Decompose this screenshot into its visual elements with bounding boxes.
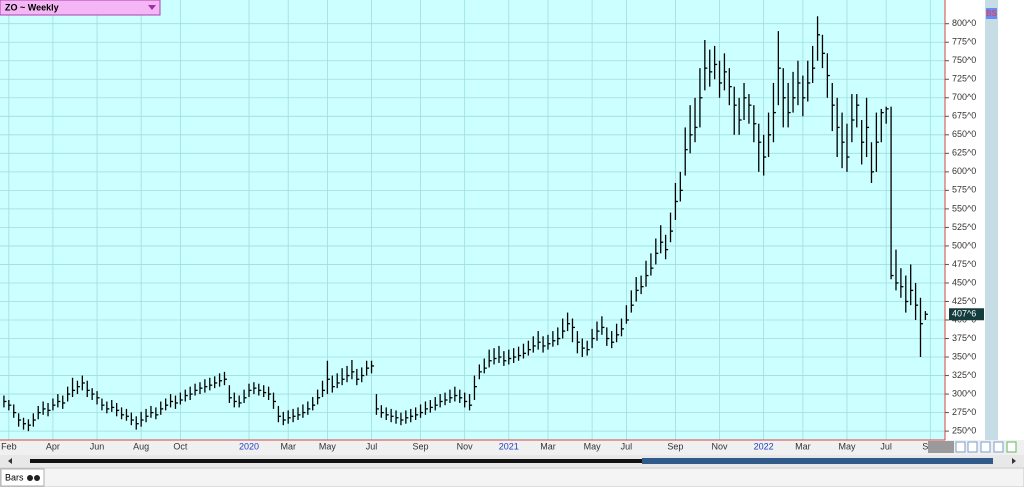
x-tick-label: May: [584, 441, 602, 451]
x-tick-label: Jul: [880, 441, 892, 451]
x-tick-label: Feb: [1, 441, 17, 451]
y-tick-label: 675^0: [952, 111, 976, 121]
y-tick-label: 250^0: [952, 425, 976, 435]
y-tick-label: 325^0: [952, 370, 976, 380]
y-tick-label: 600^0: [952, 166, 976, 176]
scroll-right[interactable]: [1012, 458, 1016, 464]
y-tick-label: 350^0: [952, 351, 976, 361]
x-tick-label: Mar: [280, 441, 296, 451]
scroll-range: [30, 459, 642, 463]
x-tick-label: Aug: [133, 441, 149, 451]
x-tick-label: 2021: [499, 441, 519, 451]
scroll-thumb[interactable]: [642, 458, 993, 464]
x-tick-label: Nov: [457, 441, 474, 451]
symbol-dropdown[interactable]: [0, 0, 161, 16]
grid: [0, 0, 945, 440]
y-tick-label: 775^0: [952, 37, 976, 47]
tool-button[interactable]: [955, 441, 966, 453]
x-tick-label: Mar: [795, 441, 811, 451]
x-tick-label: Oct: [173, 441, 188, 451]
time-axis: Feb Apr Jun Aug Oct 2020 Mar May Jul Sep Nov 2021 Ma…: [1, 441, 938, 451]
tab-icon: [27, 475, 33, 481]
x-tick-label: 2020: [239, 441, 259, 451]
side-icon-label: BS: [986, 9, 997, 18]
y-tick-label: 275^0: [952, 407, 976, 417]
y-tick-label: 725^0: [952, 74, 976, 84]
y-tick-label: 625^0: [952, 148, 976, 158]
y-tick-label: 650^0: [952, 129, 976, 139]
x-tick-label: May: [838, 441, 856, 451]
x-tick-label: Sep: [413, 441, 429, 451]
x-tick-label: May: [319, 441, 337, 451]
price-axis: 250^0275^0300^0325^0350^0375^0400^0425^0…: [945, 18, 984, 435]
last-price-box: [949, 308, 984, 321]
last-price-label: 407^6: [952, 309, 976, 319]
side-margin: [998, 0, 1024, 440]
x-tick-label: Nov: [712, 441, 729, 451]
y-tick-label: 550^0: [952, 203, 976, 213]
date-marker: [928, 441, 954, 453]
tab-icon: [34, 475, 40, 481]
tab-bar: [0, 467, 1024, 488]
x-tick-label: Jul: [621, 441, 633, 451]
tab-label: Bars: [5, 472, 24, 482]
scroll-left[interactable]: [8, 458, 12, 464]
y-tick-label: 425^0: [952, 296, 976, 306]
price-axis-area: [945, 0, 985, 440]
y-tick-label: 575^0: [952, 185, 976, 195]
dropdown-arrow: [148, 5, 156, 10]
tool-button[interactable]: [993, 441, 1004, 453]
x-tick-label: Apr: [46, 441, 60, 451]
y-tick-label: 450^0: [952, 277, 976, 287]
tool-button[interactable]: [967, 441, 978, 453]
x-tick-label: Jul: [366, 441, 378, 451]
symbol-label: ZO ~ Weekly: [5, 2, 59, 12]
y-tick-label: 525^0: [952, 222, 976, 232]
tool-button[interactable]: [1006, 441, 1017, 453]
y-tick-label: 375^0: [952, 333, 976, 343]
side-strip: [985, 0, 998, 440]
tab-bars[interactable]: [0, 468, 45, 487]
y-tick-label: 500^0: [952, 240, 976, 250]
y-tick-label: 750^0: [952, 55, 976, 65]
side-icon[interactable]: [986, 8, 997, 19]
y-tick-label: 300^0: [952, 388, 976, 398]
x-tick-label: Sep: [667, 441, 683, 451]
plot-area: [0, 0, 945, 440]
bars: [3, 16, 928, 432]
x-tick-label: 2022: [754, 441, 774, 451]
y-tick-label: 700^0: [952, 92, 976, 102]
zoom-buttons: [955, 441, 1017, 453]
y-tick-label: 800^0: [952, 18, 976, 28]
x-tick-label: Jun: [90, 441, 105, 451]
y-tick-label: 475^0: [952, 259, 976, 269]
x-tick-label: Mar: [540, 441, 556, 451]
tool-button[interactable]: [980, 441, 991, 453]
